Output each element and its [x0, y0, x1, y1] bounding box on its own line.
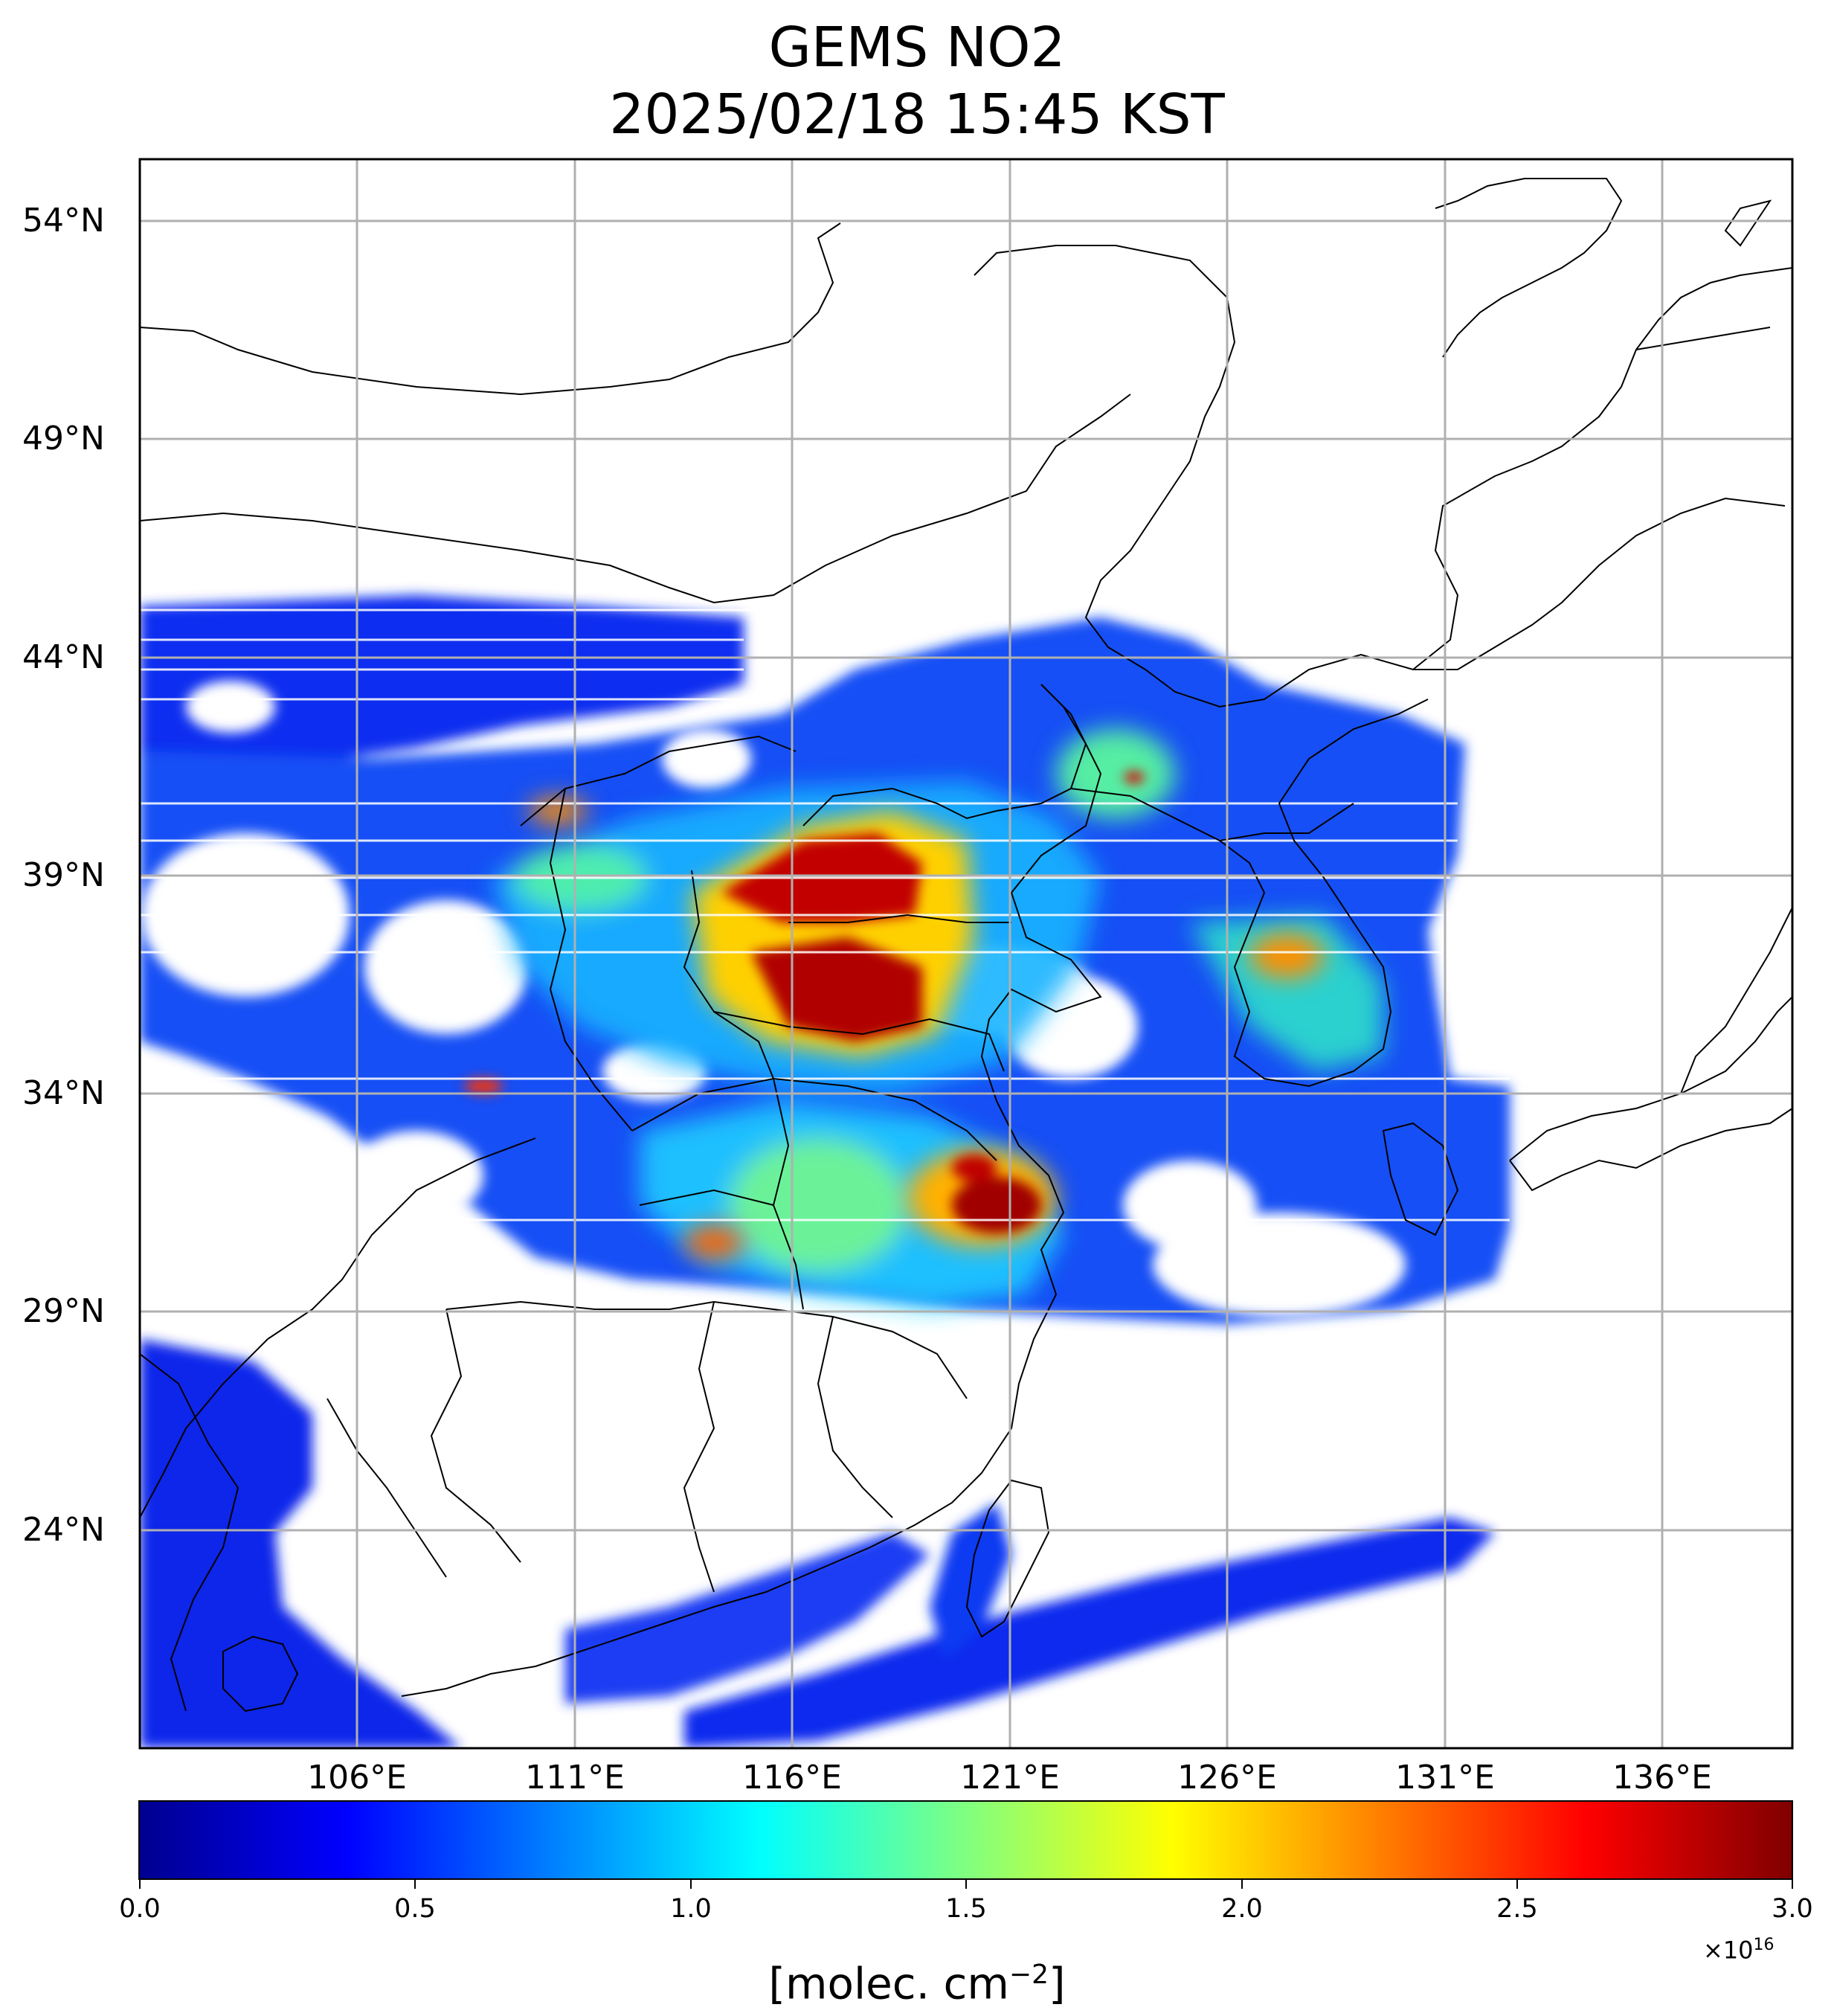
- lon-label-111: 111°E: [525, 1759, 625, 1797]
- lon-label-136: 136°E: [1612, 1759, 1712, 1797]
- map-panel: [138, 158, 1794, 1750]
- lon-label-106: 106°E: [307, 1759, 407, 1797]
- no2-field: [140, 159, 1792, 1748]
- colorbar-label-0-5: 0.5: [394, 1894, 436, 1924]
- lat-label-29: 29°N: [22, 1292, 105, 1330]
- lat-label-39: 39°N: [22, 856, 105, 894]
- map-frame: [138, 158, 1794, 1750]
- colorbar-tick: [1241, 1880, 1243, 1889]
- colorbar-tick: [690, 1880, 692, 1889]
- colorbar-label-1: 1.0: [670, 1894, 712, 1924]
- map-timestamp: 2025/02/18 15:45 KST: [609, 83, 1225, 147]
- lat-label-24: 24°N: [22, 1511, 105, 1549]
- lon-label-121: 121°E: [960, 1759, 1060, 1797]
- no2-region-guangdong: [565, 1532, 930, 1704]
- colorbar-label-1-5: 1.5: [945, 1894, 987, 1924]
- colorbar-tick: [1516, 1880, 1518, 1889]
- colorbar-unit-label: [molec. cm−2]: [768, 1958, 1066, 2009]
- lat-label-44: 44°N: [22, 638, 105, 676]
- boundaries: [140, 178, 1792, 1712]
- colorbar-label-3: 3.0: [1772, 1894, 1813, 1924]
- no2-region-southeast-ocean: [684, 1518, 1495, 1748]
- lat-label-34: 34°N: [22, 1074, 105, 1112]
- colorbar-tick: [1792, 1880, 1793, 1889]
- colorbar-multiplier: ×1016: [1703, 1936, 1775, 1965]
- lon-label-116: 116°E: [742, 1759, 842, 1797]
- no2-region-south-china-coast: [140, 1339, 461, 1748]
- colorbar: [138, 1800, 1793, 1880]
- lat-label-49: 49°N: [22, 420, 105, 458]
- colorbar-label-0: 0.0: [119, 1894, 161, 1924]
- colorbar-tick: [414, 1880, 416, 1889]
- no2-region-mongolia: [140, 595, 744, 789]
- map-title: GEMS NO2: [768, 16, 1066, 80]
- colorbar-label-2-5: 2.5: [1496, 1894, 1538, 1924]
- colorbar-label-2: 2.0: [1221, 1894, 1263, 1924]
- lon-label-131: 131°E: [1395, 1759, 1495, 1797]
- gridlines: [140, 159, 1792, 1748]
- colorbar-tick: [139, 1880, 141, 1889]
- lon-label-126: 126°E: [1177, 1759, 1277, 1797]
- lat-label-54: 54°N: [22, 202, 105, 240]
- colorbar-tick: [965, 1880, 967, 1889]
